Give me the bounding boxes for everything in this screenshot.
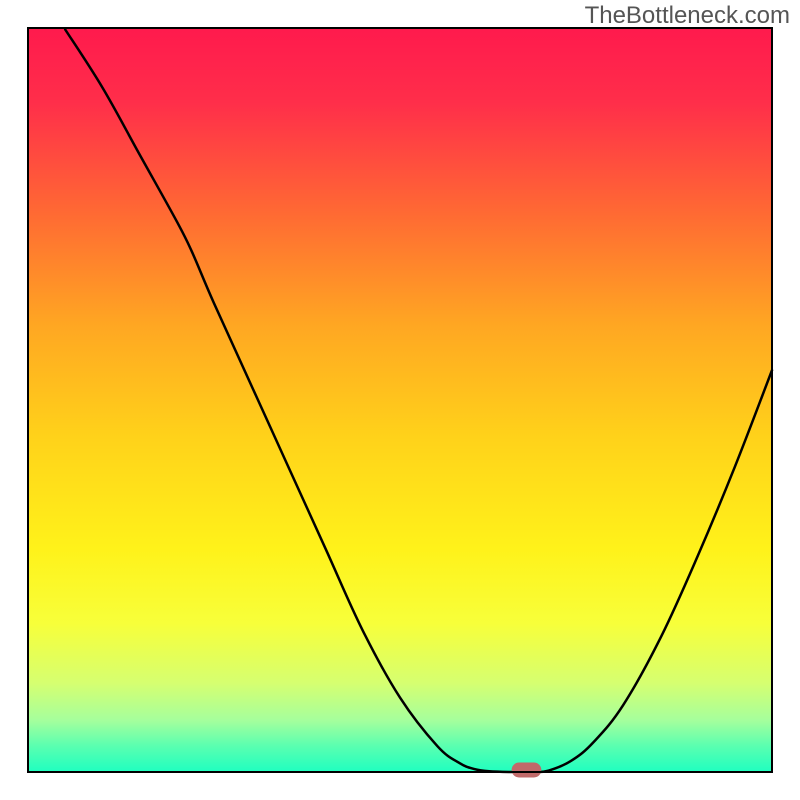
plot-background	[28, 28, 772, 772]
watermark-label: TheBottleneck.com	[585, 2, 790, 30]
bottleneck-chart	[0, 0, 800, 800]
optimal-marker	[512, 763, 542, 778]
chart-root: TheBottleneck.com	[0, 0, 800, 800]
